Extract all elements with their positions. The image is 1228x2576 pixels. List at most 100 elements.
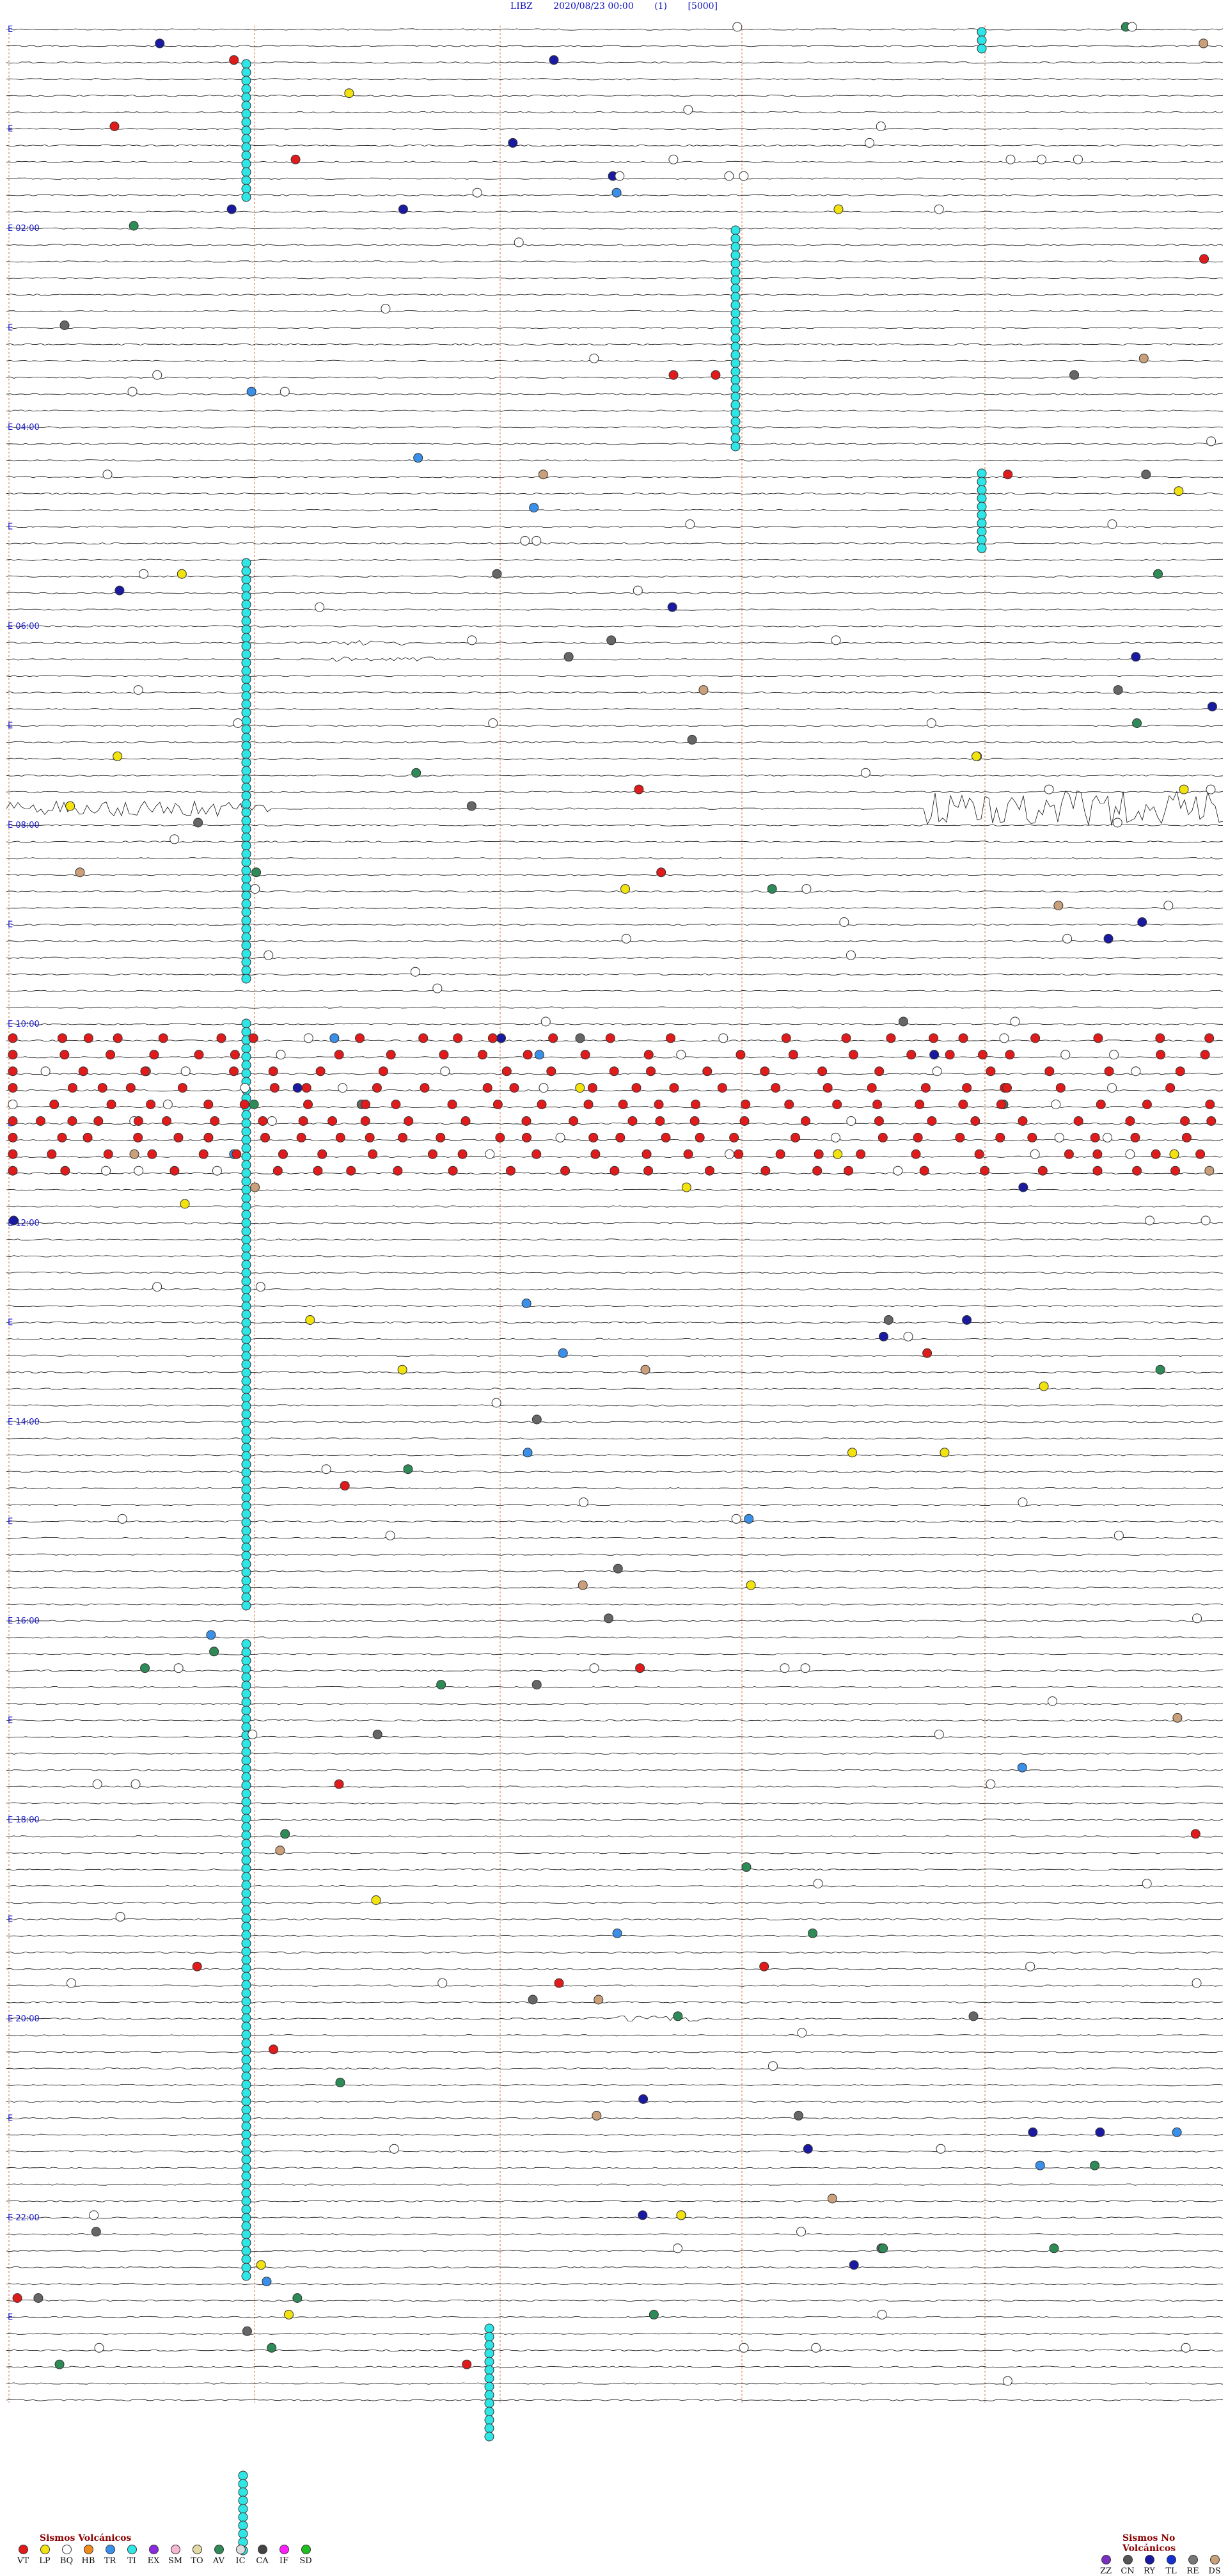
event-marker-ti xyxy=(241,2096,251,2106)
trace-line xyxy=(6,45,1224,47)
event-marker-ti xyxy=(241,1805,251,1815)
event-marker-ca xyxy=(604,1613,614,1624)
event-marker-ic xyxy=(1206,436,1216,446)
event-marker-ca xyxy=(898,1016,908,1027)
event-marker-ti xyxy=(238,2520,248,2531)
trace-line xyxy=(6,2117,1224,2120)
event-marker-vt xyxy=(210,1116,220,1126)
event-marker-tr xyxy=(413,453,423,463)
event-marker-lp xyxy=(833,1149,843,1159)
legend-dot-icon xyxy=(1122,2555,1133,2564)
event-marker-tr xyxy=(523,1448,533,1458)
event-marker-ti xyxy=(241,1151,251,1162)
trace-line xyxy=(6,393,1224,395)
event-marker-vt xyxy=(736,1050,746,1060)
event-marker-ic xyxy=(1018,1497,1028,1507)
trace-line xyxy=(6,1354,1224,1357)
event-marker-ti xyxy=(241,1484,251,1494)
event-marker-ti xyxy=(241,1542,251,1553)
event-marker-vt xyxy=(878,1132,888,1142)
event-marker-ti xyxy=(241,707,251,718)
event-marker-ic xyxy=(724,171,734,181)
event-marker-ti xyxy=(241,1697,251,1707)
event-marker-vt xyxy=(631,1083,642,1093)
event-marker-vt xyxy=(313,1166,323,1176)
event-marker-ic xyxy=(133,685,143,695)
event-marker-vt xyxy=(378,1066,388,1077)
trace-line xyxy=(6,1238,1224,1241)
legend-nonvolcanic-item-cn: CN xyxy=(1119,2555,1137,2576)
event-marker-ic xyxy=(683,105,693,115)
event-marker-ti xyxy=(241,2238,251,2248)
event-marker-ti xyxy=(484,2373,494,2383)
event-marker-vt xyxy=(656,867,666,878)
event-marker-ti xyxy=(241,757,251,768)
event-marker-vt xyxy=(1005,1050,1015,1060)
event-marker-ic xyxy=(986,1779,996,1789)
event-marker-ds xyxy=(1204,1166,1215,1176)
event-marker-ic xyxy=(1192,1978,1202,1988)
trace-line xyxy=(6,1321,1224,1324)
event-marker-vt xyxy=(360,1100,370,1109)
event-marker-vt xyxy=(841,1033,851,1043)
event-marker-ic xyxy=(1073,154,1083,164)
event-marker-ry xyxy=(803,2144,813,2154)
trace-line xyxy=(6,2233,1224,2236)
event-marker-lp xyxy=(681,1182,691,1192)
event-marker-ti xyxy=(241,949,251,959)
event-marker-vt xyxy=(781,1033,791,1043)
event-marker-ti xyxy=(241,1584,251,1594)
event-marker-ti xyxy=(484,2323,494,2334)
event-marker-vt xyxy=(627,1116,638,1126)
event-marker-tr xyxy=(329,1033,340,1043)
event-marker-lp xyxy=(305,1315,315,1325)
event-marker-ti xyxy=(241,1193,251,1203)
event-marker-ry xyxy=(878,1331,888,1341)
event-marker-ti xyxy=(484,2340,494,2350)
event-marker-av xyxy=(1132,718,1142,728)
trace-line xyxy=(6,1487,1224,1490)
event-marker-ti xyxy=(241,699,251,709)
event-marker-vt xyxy=(162,1116,172,1126)
legend-nonvolcanic-item-re: RE xyxy=(1184,2555,1202,2576)
event-marker-vt xyxy=(1104,1066,1114,1077)
trace-line xyxy=(6,360,1224,362)
trace-line xyxy=(6,2282,1224,2286)
event-marker-vt xyxy=(269,2044,279,2055)
trace-line xyxy=(6,2034,1224,2037)
event-marker-vt xyxy=(759,1961,769,1972)
event-marker-ic xyxy=(127,386,138,397)
event-marker-vt xyxy=(372,1083,382,1093)
hour-label: E xyxy=(8,1716,13,1725)
event-marker-ti xyxy=(241,1813,251,1824)
trace-line xyxy=(6,376,1224,379)
event-marker-ti xyxy=(241,2196,251,2206)
event-marker-vt xyxy=(1170,1166,1181,1176)
event-marker-ti xyxy=(241,816,251,826)
event-marker-ti xyxy=(241,1947,251,1957)
event-marker-ry xyxy=(638,2094,649,2104)
event-marker-ti xyxy=(241,1201,251,1212)
event-marker-av xyxy=(1153,569,1163,579)
event-marker-vt xyxy=(106,1100,116,1109)
event-marker-ds xyxy=(275,1845,285,1856)
trace-line xyxy=(6,1869,1224,1871)
legend-volcanic-item-sd: SD xyxy=(297,2545,315,2566)
event-marker-vt xyxy=(590,1149,601,1159)
event-marker-lp xyxy=(972,751,982,761)
trace-line xyxy=(6,625,1224,628)
trace-line xyxy=(6,874,1224,876)
event-marker-ti xyxy=(730,416,741,427)
event-marker-ic xyxy=(115,1911,125,1922)
trace-line xyxy=(6,1387,1224,1390)
event-marker-vt xyxy=(368,1149,378,1159)
channel-label: (1) xyxy=(654,1,668,12)
event-marker-vt xyxy=(93,1116,104,1126)
event-marker-ti xyxy=(241,1830,251,1840)
event-marker-ti xyxy=(241,1334,251,1345)
event-marker-vt xyxy=(537,1100,547,1109)
event-marker-vt xyxy=(133,1116,143,1126)
trace-line xyxy=(6,2016,1224,2022)
legend-dot-icon xyxy=(127,2545,137,2554)
hour-label: E 14:00 xyxy=(8,1418,40,1427)
